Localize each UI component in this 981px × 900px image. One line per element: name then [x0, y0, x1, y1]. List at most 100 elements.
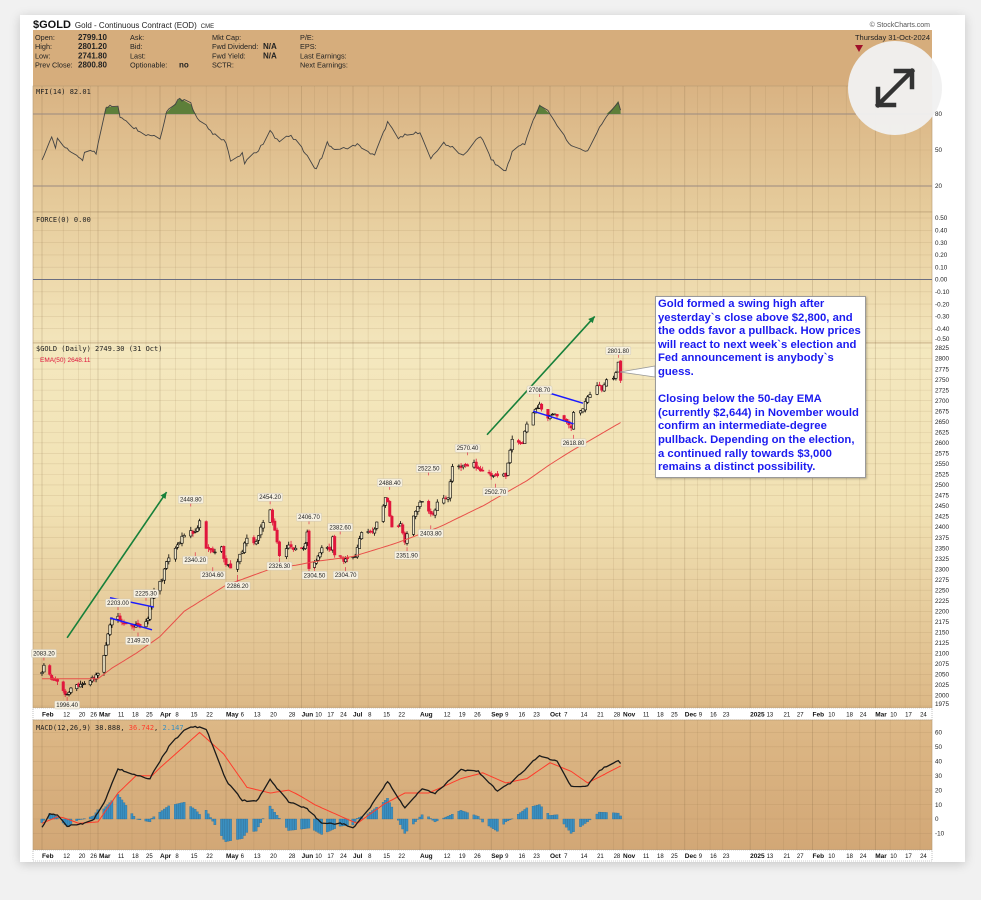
- price-label-box: [377, 478, 403, 487]
- quote-value: 2741.80: [78, 51, 107, 60]
- histogram-bar: [320, 818, 323, 835]
- date-tick-label: 25: [671, 854, 678, 860]
- histogram-bar: [174, 804, 177, 820]
- date-tick-label: 26: [474, 854, 481, 860]
- quote-label: Fwd Yield:: [212, 51, 246, 60]
- candles: [40, 360, 623, 698]
- candle-down: [224, 558, 228, 565]
- histogram-bar: [271, 808, 274, 820]
- date-tick-label: 24: [920, 713, 927, 719]
- ema-legend: EMA(50) 2648.11: [40, 357, 91, 364]
- histogram-bar: [399, 818, 402, 825]
- candle-up: [506, 462, 510, 476]
- histogram-bar: [138, 818, 142, 820]
- date-tick-label: 8: [368, 854, 372, 860]
- copyright: © StockCharts.com: [870, 21, 931, 29]
- expand-button[interactable]: [848, 41, 942, 135]
- expand-diagonal-arrows-icon: [874, 67, 916, 109]
- price-label-box: [125, 636, 151, 645]
- candle-up: [357, 538, 361, 549]
- histogram-bar: [586, 818, 589, 823]
- y-tick-label: 0.40: [935, 228, 948, 235]
- histogram-bar: [481, 818, 484, 823]
- date-tick-label: 12: [63, 713, 70, 719]
- candle-down: [429, 511, 433, 515]
- flag-channel-lower: [532, 410, 574, 425]
- price-label: 1996.40: [56, 703, 78, 709]
- candle-up: [508, 449, 512, 463]
- y-tick-label: -0.10: [935, 289, 950, 296]
- y-tick-label: 2825: [935, 345, 950, 352]
- date-tick-label: 22: [206, 713, 213, 719]
- date-tick-label: Mar: [99, 712, 111, 719]
- histogram-bar: [160, 810, 164, 820]
- candle-up: [167, 557, 171, 562]
- histogram-bar: [259, 818, 262, 823]
- candle-up: [435, 501, 439, 511]
- date-tick-label: 10: [828, 713, 835, 719]
- price-label: 2304.70: [335, 573, 357, 579]
- histogram-bar: [273, 811, 276, 820]
- price-label-box: [327, 523, 353, 532]
- y-tick-label: 2525: [935, 472, 950, 479]
- histogram-bar: [254, 818, 258, 832]
- y-tick-label: 2750: [935, 377, 950, 384]
- histogram-bar: [403, 818, 407, 834]
- histogram-bar: [612, 812, 615, 820]
- price-label: 2488.40: [379, 481, 401, 487]
- candle-up: [173, 547, 177, 560]
- histogram-bar: [553, 814, 556, 820]
- candle-up: [446, 497, 450, 500]
- histogram-bar: [42, 818, 46, 821]
- histogram-bar: [278, 818, 281, 820]
- macd-value: 38.888: [95, 724, 120, 732]
- histogram-bar: [412, 818, 415, 825]
- quote-label: EPS:: [300, 42, 317, 51]
- candle-down: [206, 546, 210, 549]
- candle-up: [69, 687, 73, 693]
- candle-up: [525, 423, 529, 433]
- candle-up: [616, 361, 620, 373]
- y-tick-label: 0.50: [935, 215, 948, 222]
- date-tick-label: 13: [767, 854, 774, 860]
- candle-down: [204, 521, 208, 549]
- axes: Feb 12 20 26 Mar 11 18 25 Apr 8 15 22 May 6 13 20 28 Jun 1…: [42, 111, 950, 860]
- y-tick-label: 2500: [935, 482, 950, 489]
- histogram-bar: [605, 812, 608, 820]
- price-label-box: [454, 444, 481, 453]
- y-tick-label: 2075: [935, 661, 950, 668]
- histogram-bar: [158, 811, 162, 820]
- histogram-bar: [598, 811, 601, 820]
- y-tick-label: -0.30: [935, 314, 950, 321]
- histogram-bar: [521, 810, 524, 820]
- histogram-bar: [209, 817, 212, 820]
- histogram-bar: [236, 818, 239, 840]
- y-tick-label: 0.30: [935, 240, 948, 247]
- y-tick-label: 2425: [935, 514, 950, 521]
- histogram-bar: [196, 811, 199, 820]
- candle-up: [88, 680, 92, 686]
- histogram-bar: [245, 818, 249, 833]
- candle-up: [245, 537, 249, 544]
- candle-up: [75, 684, 79, 689]
- histogram-bar: [457, 811, 461, 820]
- date-tick-label: 18: [846, 713, 853, 719]
- histogram-bar: [525, 807, 529, 820]
- quote-label: High:: [35, 42, 52, 51]
- force-legend: FORCE(0) 0.00: [36, 216, 91, 224]
- date-tick-label: 24: [340, 713, 347, 719]
- candle-up: [416, 506, 420, 512]
- y-tick-label: 0.00: [935, 277, 948, 284]
- date-tick-label: 23: [533, 713, 540, 719]
- date-tick-label: 20: [270, 854, 277, 860]
- date-tick-label: 12: [444, 854, 451, 860]
- histogram-bar: [275, 815, 279, 820]
- quote-label: SCTR:: [212, 61, 234, 70]
- date-tick-label: 19: [459, 854, 466, 860]
- y-tick-label: 2250: [935, 587, 950, 594]
- date-tick-label: 25: [146, 854, 153, 860]
- candle-down: [277, 541, 281, 556]
- candle-down: [273, 520, 277, 531]
- candle-up: [523, 430, 527, 444]
- candle-down: [555, 413, 559, 417]
